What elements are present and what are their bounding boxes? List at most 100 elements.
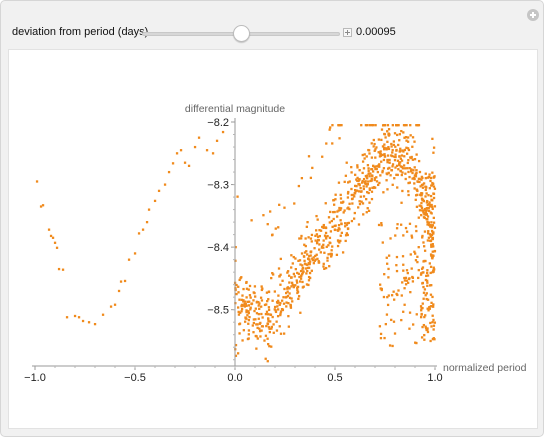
data-point — [406, 147, 410, 150]
data-point — [395, 269, 399, 273]
data-point — [367, 180, 370, 183]
data-point — [51, 236, 55, 239]
data-point — [406, 167, 409, 170]
data-point — [368, 124, 371, 127]
data-point — [309, 237, 313, 240]
data-point — [270, 345, 273, 348]
data-point — [239, 276, 242, 280]
data-point — [415, 188, 418, 191]
data-point — [414, 194, 418, 197]
data-point — [346, 227, 350, 231]
data-point — [357, 223, 361, 226]
data-point — [383, 143, 386, 146]
data-point — [415, 205, 419, 208]
data-point — [337, 181, 341, 184]
data-point — [268, 330, 271, 334]
data-point — [427, 309, 430, 312]
data-point — [414, 259, 418, 262]
data-point — [422, 291, 426, 294]
data-point — [123, 279, 127, 283]
data-point — [426, 223, 429, 226]
data-point — [424, 172, 427, 175]
data-point — [276, 308, 280, 311]
data-point — [405, 124, 408, 127]
data-point — [247, 288, 250, 291]
data-point — [366, 207, 369, 210]
data-point — [329, 255, 333, 258]
data-point — [380, 128, 384, 131]
data-point — [417, 216, 420, 219]
data-point — [258, 302, 261, 305]
data-point — [374, 148, 377, 151]
data-point — [396, 133, 399, 137]
data-point — [283, 287, 286, 291]
data-point — [408, 277, 411, 280]
data-point — [423, 333, 426, 337]
data-point — [338, 137, 341, 140]
data-point — [326, 259, 329, 262]
data-point — [365, 155, 368, 158]
data-point — [408, 222, 412, 225]
data-point — [404, 167, 407, 170]
data-point — [360, 124, 363, 127]
data-point — [426, 327, 429, 330]
data-point — [400, 129, 403, 133]
expand-controls-icon[interactable] — [343, 28, 352, 37]
data-point — [424, 326, 428, 330]
data-point — [325, 237, 328, 240]
data-point — [327, 244, 330, 247]
data-point — [413, 166, 416, 169]
data-point — [267, 317, 270, 320]
data-point — [407, 181, 410, 185]
data-point — [256, 337, 259, 340]
data-point — [339, 207, 343, 210]
data-point — [315, 253, 318, 256]
data-point — [359, 190, 363, 193]
data-point — [387, 254, 391, 257]
data-point — [300, 275, 303, 278]
data-point — [429, 179, 432, 183]
data-point — [420, 309, 423, 312]
data-point — [310, 233, 314, 237]
data-point — [397, 143, 400, 147]
data-point — [299, 277, 303, 280]
data-point — [221, 130, 225, 134]
data-point — [264, 312, 268, 316]
data-point — [306, 263, 309, 266]
data-point — [267, 326, 271, 329]
data-point — [431, 199, 434, 202]
data-point — [280, 308, 284, 311]
data-point — [247, 333, 250, 336]
add-icon[interactable] — [527, 9, 539, 21]
slider-label: deviation from period (days) — [12, 26, 149, 38]
data-point — [303, 243, 306, 246]
data-point — [431, 181, 434, 185]
data-point — [414, 198, 417, 201]
data-point — [383, 148, 386, 151]
data-point — [407, 148, 411, 152]
data-point — [381, 153, 384, 157]
data-point — [402, 234, 405, 237]
data-point — [421, 186, 425, 189]
data-point — [363, 153, 366, 156]
data-point — [431, 205, 434, 209]
data-point — [403, 148, 407, 152]
slider-thumb[interactable] — [232, 25, 250, 42]
data-point — [109, 305, 113, 308]
data-point — [259, 296, 263, 299]
data-point — [431, 257, 434, 260]
data-point — [424, 211, 428, 214]
data-point — [433, 226, 437, 229]
data-point — [423, 213, 426, 216]
data-point — [430, 284, 433, 287]
data-point — [339, 239, 342, 243]
data-point — [383, 132, 386, 136]
data-point — [290, 254, 293, 257]
data-point — [325, 266, 328, 270]
data-point — [252, 321, 256, 325]
data-point — [386, 130, 389, 133]
data-point — [350, 171, 353, 174]
data-point — [429, 339, 432, 343]
data-point — [398, 139, 401, 142]
data-point — [350, 219, 354, 223]
